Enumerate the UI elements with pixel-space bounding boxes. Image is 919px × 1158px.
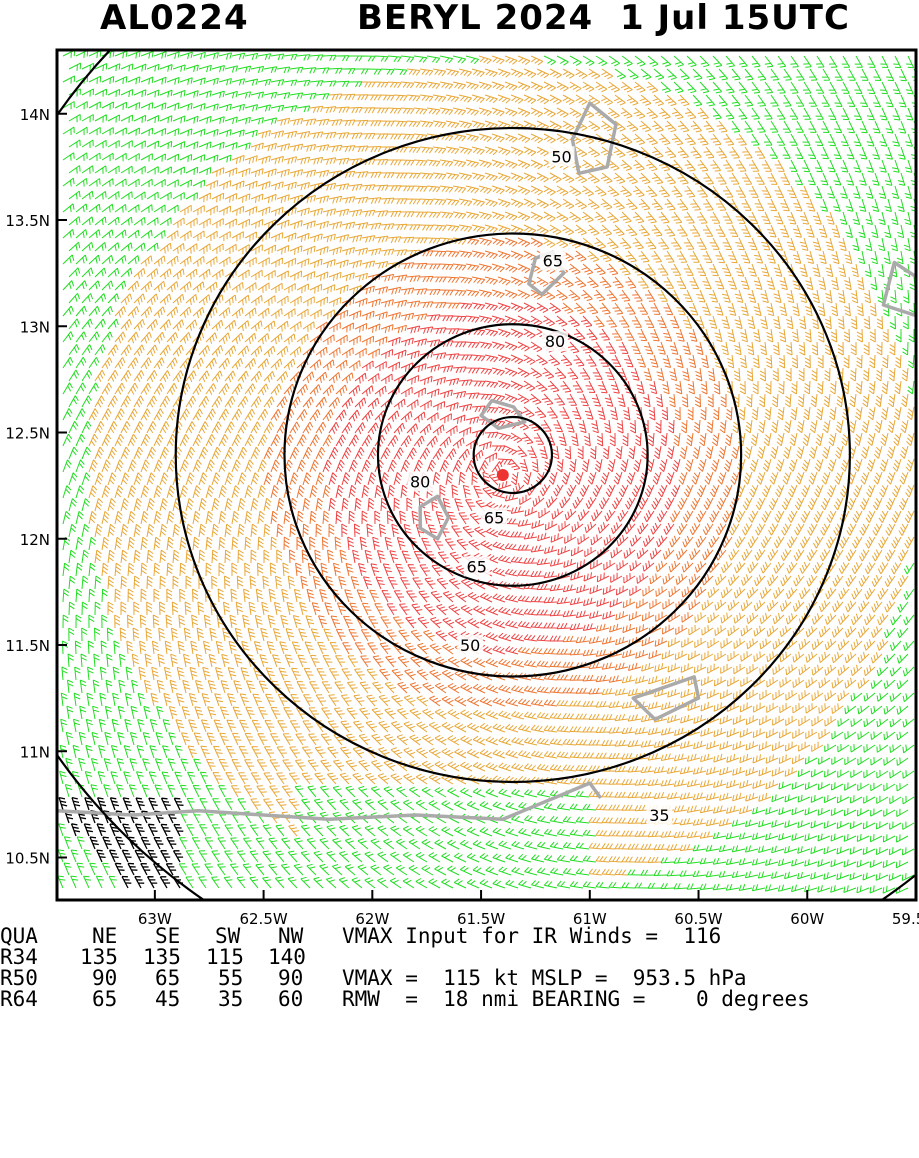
lat-tick-label: 11.5N [5, 637, 50, 655]
datetime: 1 Jul 15UTC [620, 0, 850, 38]
lat-tick-label: 14N [20, 106, 50, 124]
lat-tick-label: 13.5N [5, 212, 50, 230]
value-ne: 90 [92, 966, 118, 990]
value-nw: 60 [278, 987, 304, 1011]
lon-tick-label: 62.5W [239, 910, 287, 926]
wind-barbs-extreme [322, 302, 681, 655]
contour-label: 65 [484, 509, 504, 528]
latitude-axis: 10.5N 11N 11.5N 12N 12.5N 13N 13.5N 14N [5, 106, 67, 868]
contour-label: 65 [467, 557, 487, 576]
coastline [418, 494, 451, 541]
lat-tick-label: 10.5N [5, 850, 50, 868]
storm-center-marker [496, 469, 509, 481]
value-ne: 65 [92, 987, 118, 1011]
value-se: 135 [143, 945, 181, 969]
coastline [479, 398, 527, 431]
contour-labels: 50 65 80 80 65 65 50 35 [407, 146, 673, 825]
lon-tick-label: 62W [355, 910, 389, 926]
header-se: SE [155, 924, 181, 948]
header-qua: QUA [0, 924, 38, 948]
contour-label-bg [457, 635, 484, 655]
contour-80 [376, 323, 649, 587]
lat-tick-label: 12.5N [5, 425, 50, 443]
contour-label: 65 [543, 251, 563, 270]
lat-tick-label: 11N [20, 743, 50, 761]
row-label: R34 [0, 945, 38, 969]
contour-65 [283, 232, 743, 678]
contour-label-bg [463, 556, 490, 577]
table-row: R34 135 135 115 140 [0, 945, 306, 969]
header-ne: NE [92, 924, 118, 948]
info-rmw-bearing: RMW = 18 nmi BEARING = 0 degrees [342, 987, 810, 1011]
value-ne: 135 [80, 945, 118, 969]
coastline [881, 260, 916, 318]
contour-label-bg [646, 805, 673, 825]
value-se: 45 [155, 987, 181, 1011]
header-sw: SW [215, 924, 241, 948]
value-se: 65 [155, 966, 181, 990]
value-nw: 90 [278, 966, 304, 990]
wind-barbs-medium [88, 55, 915, 876]
wind-radii-table: QUA NE SE SW NW VMAX Input for IR Winds … [0, 926, 919, 1014]
lon-tick-label: 61W [573, 910, 607, 926]
longitude-axis: 63W 62.5W 62W 61.5W 61W 60.5W 60W 59.5W [138, 890, 919, 926]
lon-tick-label: 61.5W [457, 910, 505, 926]
table-header-row: QUA NE SE SW NW VMAX Input for IR Winds … [0, 924, 721, 948]
map-frame [55, 48, 918, 902]
wind-barbs-high [263, 237, 740, 707]
lat-tick-label: 13N [20, 318, 50, 336]
contour-label: 50 [551, 147, 571, 166]
info-vmax-input: VMAX Input for IR Winds = 116 [342, 924, 722, 948]
contour-label: 80 [545, 332, 565, 351]
contour-label: 80 [410, 472, 430, 491]
lat-tick-label: 12N [20, 531, 50, 549]
table-row: R64 65 45 35 60 RMW = 18 nmi BEARING = 0… [0, 987, 810, 1011]
contour-label: 35 [649, 806, 669, 825]
contour-65 [472, 415, 554, 495]
wind-barbs-strongest [58, 796, 184, 889]
lon-tick-label: 59.5W [892, 910, 919, 926]
value-nw: 140 [268, 945, 306, 969]
lon-tick-label: 60.5W [674, 910, 722, 926]
row-label: R50 [0, 966, 38, 990]
title-bar: AL0224 BERYL 2024 1 Jul 15UTC [0, 0, 919, 44]
value-sw: 115 [206, 945, 244, 969]
table-row: R50 90 65 55 90 VMAX = 115 kt MSLP = 953… [0, 966, 747, 990]
lon-tick-label: 60W [790, 910, 824, 926]
contour-label: 50 [460, 636, 480, 655]
contour-label-bg [407, 471, 434, 492]
contour-50 [174, 126, 851, 784]
info-vmax-mslp: VMAX = 115 kt MSLP = 953.5 hPa [342, 966, 747, 990]
contour-label-bg [548, 146, 575, 167]
value-sw: 35 [218, 987, 244, 1011]
value-sw: 55 [218, 966, 244, 990]
wind-field-map: 50 65 80 80 65 65 50 35 63W 62.5W 62W 61.5W 61W 60.5… [5, 48, 919, 926]
contour-label-bg [539, 250, 566, 271]
storm-name-year: BERYL 2024 [357, 0, 594, 38]
storm-id: AL0224 [100, 0, 249, 38]
header-nw: NW [278, 924, 304, 948]
coastline [57, 781, 603, 822]
contour-label-bg [481, 507, 508, 528]
coastline [631, 675, 701, 722]
wind-barbs [57, 50, 916, 894]
lon-tick-label: 63W [138, 910, 172, 926]
wind-barbs-low [57, 50, 916, 894]
contour-label-bg [542, 331, 569, 352]
wind-speed-contours [57, 50, 916, 900]
row-label: R64 [0, 987, 38, 1011]
